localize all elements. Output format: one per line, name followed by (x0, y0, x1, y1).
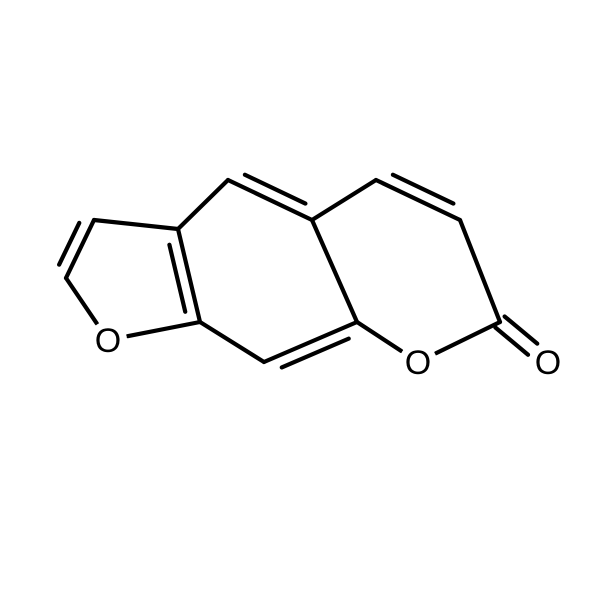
bond (66, 220, 94, 278)
atom-label-o: O (405, 344, 431, 382)
bond (436, 322, 500, 353)
bond (245, 175, 305, 204)
bond (393, 175, 453, 204)
bond (200, 322, 264, 362)
bond (282, 339, 349, 368)
bond (312, 180, 376, 220)
atom-label-o: O (535, 344, 561, 382)
atom-label-o: O (95, 322, 121, 360)
bond (178, 180, 228, 229)
bond (128, 322, 200, 336)
bond (94, 220, 178, 229)
bond (460, 220, 500, 322)
bond (178, 229, 200, 322)
bond (357, 322, 401, 351)
molecule-diagram: OOO (0, 0, 600, 600)
bond (66, 278, 97, 323)
bond (312, 220, 357, 322)
